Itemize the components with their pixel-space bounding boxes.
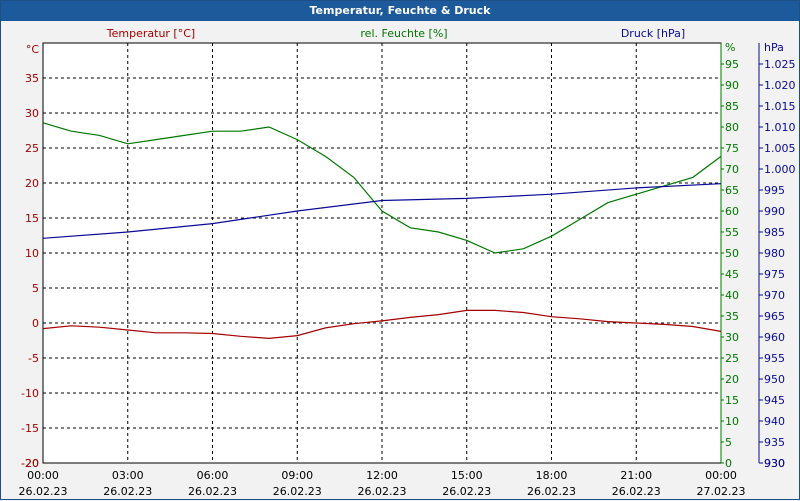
mid-axis-tick-label: 55 bbox=[725, 226, 739, 239]
right-axis-tick-label: 985 bbox=[764, 226, 785, 239]
left-axis-tick-label: 30 bbox=[25, 107, 39, 120]
mid-axis-tick-label: 25 bbox=[725, 352, 739, 365]
x-axis-time-label: 15:00 bbox=[451, 469, 483, 482]
x-axis-date-label: 26.02.23 bbox=[358, 485, 407, 498]
left-axis-tick-label: -20 bbox=[21, 457, 39, 470]
mid-axis-tick-label: 20 bbox=[725, 373, 739, 386]
x-axis-time-label: 09:00 bbox=[281, 469, 313, 482]
legend-temperature: Temperatur [°C] bbox=[106, 27, 195, 40]
mid-axis-tick-label: 10 bbox=[725, 415, 739, 428]
right-axis-unit: hPa bbox=[764, 41, 784, 54]
x-axis-date-label: 26.02.23 bbox=[19, 485, 68, 498]
x-axis-time-label: 03:00 bbox=[112, 469, 144, 482]
grid-lines bbox=[43, 43, 721, 463]
right-axis-tick-label: 930 bbox=[764, 457, 785, 470]
left-axis-tick-label: 5 bbox=[32, 282, 39, 295]
left-axis-tick-label: -5 bbox=[28, 352, 39, 365]
x-axis-time-label: 06:00 bbox=[197, 469, 229, 482]
x-axis-time-label: 18:00 bbox=[536, 469, 568, 482]
left-axis-tick-label: 10 bbox=[25, 247, 39, 260]
pressure-line bbox=[42, 183, 722, 239]
right-axis-tick-label: 955 bbox=[764, 352, 785, 365]
mid-axis-tick-label: 95 bbox=[725, 58, 739, 71]
x-axis-date-label: 26.02.23 bbox=[527, 485, 576, 498]
right-axis-tick-label: 995 bbox=[764, 184, 785, 197]
mid-axis-tick-label: 80 bbox=[725, 121, 739, 134]
right-axis-tick-label: 1.000 bbox=[764, 163, 796, 176]
mid-axis-tick-label: 30 bbox=[725, 331, 739, 344]
right-axis-tick-label: 940 bbox=[764, 415, 785, 428]
legend-pressure: Druck [hPa] bbox=[621, 27, 685, 40]
left-axis-tick-label: -20 bbox=[21, 457, 39, 470]
right-axis-tick-label: 930 bbox=[764, 457, 785, 470]
mid-axis-tick-label: 15 bbox=[725, 394, 739, 407]
left-axis-unit: °C bbox=[26, 43, 40, 56]
mid-axis-tick-label: 40 bbox=[725, 289, 739, 302]
left-axis-tick-label: 15 bbox=[25, 212, 39, 225]
mid-axis-tick-label: 60 bbox=[725, 205, 739, 218]
left-axis-tick-label: 25 bbox=[25, 142, 39, 155]
mid-axis-tick-label: 35 bbox=[725, 310, 739, 323]
right-axis-tick-label: 965 bbox=[764, 310, 785, 323]
temperature-line bbox=[42, 309, 722, 340]
left-axis-tick-label: 35 bbox=[25, 72, 39, 85]
humidity-line bbox=[42, 122, 722, 254]
right-axis-tick-label: 935 bbox=[764, 436, 785, 449]
right-axis-tick-label: 950 bbox=[764, 373, 785, 386]
x-axis-date-label: 26.02.23 bbox=[442, 485, 491, 498]
mid-axis-tick-label: 45 bbox=[725, 268, 739, 281]
mid-axis-tick-label: 90 bbox=[725, 79, 739, 92]
right-axis-tick-label: 1.005 bbox=[764, 142, 796, 155]
mid-axis-tick-label: 65 bbox=[725, 184, 739, 197]
left-axis-tick-label: -10 bbox=[21, 387, 39, 400]
mid-axis-tick-label: 70 bbox=[725, 163, 739, 176]
x-axis-date-label: 26.02.23 bbox=[612, 485, 661, 498]
right-axis-tick-label: 1.025 bbox=[764, 58, 796, 71]
mid-axis-tick-label: 5 bbox=[725, 436, 732, 449]
mid-axis-tick-label: 0 bbox=[725, 457, 732, 470]
mid-axis-unit: % bbox=[725, 41, 735, 54]
right-axis-tick-label: 945 bbox=[764, 394, 785, 407]
x-axis-date-label: 26.02.23 bbox=[273, 485, 322, 498]
right-axis-tick-label: 980 bbox=[764, 247, 785, 260]
right-axis-tick-label: 1.020 bbox=[764, 79, 796, 92]
window-title: Temperatur, Feuchte & Druck bbox=[1, 1, 799, 21]
right-axis-tick-label: 960 bbox=[764, 331, 785, 344]
mid-axis-tick-label: 85 bbox=[725, 100, 739, 113]
left-axis-tick-label: 0 bbox=[32, 317, 39, 330]
mid-axis-tick-label: 75 bbox=[725, 142, 739, 155]
x-axis-date-label: 26.02.23 bbox=[103, 485, 152, 498]
right-axis-tick-label: 1.015 bbox=[764, 100, 796, 113]
right-axis-tick-label: 1.010 bbox=[764, 121, 796, 134]
left-axis-tick-label: -15 bbox=[21, 422, 39, 435]
left-axis-tick-label: 20 bbox=[25, 177, 39, 190]
x-axis-date-label: 27.02.23 bbox=[697, 485, 746, 498]
x-axis-date-label: 26.02.23 bbox=[188, 485, 237, 498]
mid-axis-tick-label: 50 bbox=[725, 247, 739, 260]
x-axis-time-label: 12:00 bbox=[366, 469, 398, 482]
x-axis-time-label: 21:00 bbox=[620, 469, 652, 482]
right-axis-tick-label: 990 bbox=[764, 205, 785, 218]
right-axis-tick-label: 970 bbox=[764, 289, 785, 302]
x-axis-time-label: 00:00 bbox=[705, 469, 737, 482]
right-axis-tick-label: 975 bbox=[764, 268, 785, 281]
legend-humidity: rel. Feuchte [%] bbox=[360, 27, 447, 40]
x-axis-time-label: 00:00 bbox=[27, 469, 59, 482]
